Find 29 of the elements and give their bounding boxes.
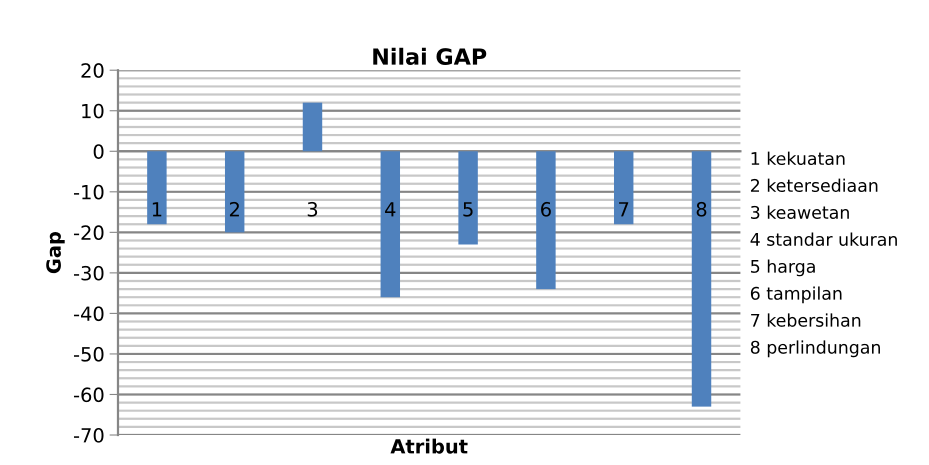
x-tick-label: 6	[541, 202, 551, 217]
y-tick-label: 0	[94, 144, 104, 159]
y-tick-label: -20	[74, 225, 104, 240]
y-tick-label: 10	[82, 104, 104, 118]
x-tick-label: 5	[463, 202, 473, 217]
x-tick-label: 4	[385, 202, 396, 216]
y-tick-label: -30	[74, 266, 104, 281]
text: 6 tampilan	[750, 286, 842, 304]
text: 1 kekuatan	[752, 152, 844, 166]
y-tick-label: -70	[74, 428, 104, 443]
y-tick-label: -40	[74, 306, 104, 322]
text: 7 kebersihan	[751, 313, 860, 327]
chart-title: Nilai GAP	[373, 48, 486, 65]
x-axis-title: Atribut	[390, 438, 468, 454]
x-tick-label: 3	[308, 202, 318, 217]
y-tick-label: 20	[81, 63, 104, 78]
y-tick-label: -50	[74, 346, 104, 362]
x-tick-label: 7	[619, 202, 628, 216]
y-tick-label: -10	[74, 184, 104, 200]
text: 5 harga	[751, 259, 815, 276]
y-tick-label: -60	[74, 387, 104, 402]
text: 8 perlindungan	[750, 340, 880, 358]
text: 3 keawetan	[751, 206, 849, 219]
x-tick-label: 1	[152, 202, 162, 216]
x-tick-label: 2	[230, 202, 239, 216]
x-tick-label: 8	[696, 202, 706, 217]
y-axis-title: Gap	[46, 232, 65, 274]
text: 4 standar ukuran	[750, 232, 897, 246]
text: 2 ketersediaan	[750, 178, 878, 192]
